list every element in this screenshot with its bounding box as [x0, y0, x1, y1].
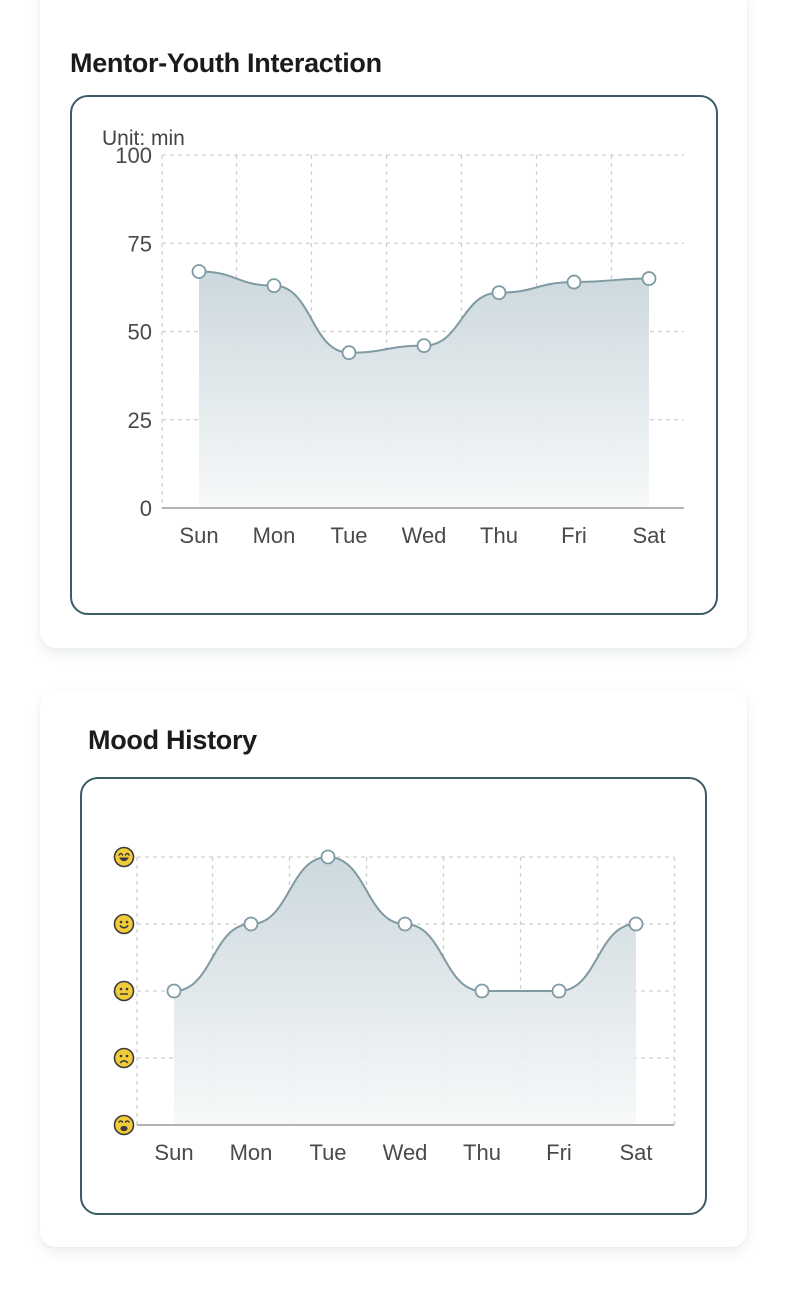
x-tick-label: Fri: [546, 1140, 572, 1165]
y-tick-label: 75: [128, 231, 152, 256]
mentor-interaction-card: Mentor-Youth Interaction Unit: min Sun Mo…: [40, 0, 747, 648]
x-tick-label: Wed: [402, 523, 447, 548]
x-tick-label: Fri: [561, 523, 587, 548]
data-point[interactable]: [474, 983, 490, 999]
mentor-interaction-title: Mentor-Youth Interaction: [70, 48, 382, 78]
smiling-face-icon: [113, 913, 135, 935]
data-point[interactable]: [320, 849, 336, 865]
mood-history-chart-frame: Sun Mon Tue Wed Thu Fri Sat: [80, 777, 707, 1215]
x-tick-label: Mon: [230, 1140, 273, 1165]
x-tick-label: Sun: [179, 523, 218, 548]
data-point[interactable]: [166, 983, 182, 999]
mood-history-chart: Sun Mon Tue Wed Thu Fri Sat: [113, 846, 676, 1165]
x-tick-label: Thu: [480, 523, 518, 548]
data-point[interactable]: [243, 916, 259, 932]
y-tick-label: 25: [128, 408, 152, 433]
data-point[interactable]: [416, 338, 432, 354]
x-tick-label: Wed: [383, 1140, 428, 1165]
mentor-interaction-chart: Sun Mon Tue Wed Thu Fri Sat 0 25 50 75 100: [115, 143, 684, 548]
sad-face-icon: [113, 1047, 135, 1069]
y-tick-label: 0: [140, 496, 152, 521]
data-point[interactable]: [491, 285, 507, 301]
x-tick-label: Tue: [330, 523, 367, 548]
series-area: [174, 857, 636, 1125]
x-tick-label: Sun: [154, 1140, 193, 1165]
unit-label: Unit: min: [102, 127, 185, 150]
laughing-face-icon: [113, 846, 135, 868]
neutral-face-icon: [113, 980, 135, 1002]
series-area: [199, 271, 649, 508]
x-tick-label: Thu: [463, 1140, 501, 1165]
x-tick-label: Sat: [632, 523, 665, 548]
mentor-interaction-chart-frame: Unit: min Sun Mon Tue Wed Thu Fri Sat 0 25 50 75 10…: [70, 95, 718, 615]
data-point[interactable]: [397, 916, 413, 932]
data-point[interactable]: [566, 274, 582, 290]
data-point[interactable]: [628, 916, 644, 932]
x-tick-label: Mon: [253, 523, 296, 548]
crying-face-icon: [113, 1114, 135, 1136]
data-point[interactable]: [191, 264, 207, 279]
x-tick-label: Sat: [619, 1140, 652, 1165]
data-point[interactable]: [266, 278, 282, 294]
y-tick-label: 50: [128, 320, 152, 345]
data-point[interactable]: [641, 271, 657, 286]
data-point[interactable]: [341, 345, 357, 361]
mood-history-card: Mood History Sun Mon Tue Wed Thu Fri Sat: [40, 690, 747, 1247]
mood-history-title: Mood History: [88, 725, 257, 755]
x-tick-label: Tue: [309, 1140, 346, 1165]
y-tick-label: 100: [115, 143, 152, 168]
data-point[interactable]: [551, 983, 567, 999]
